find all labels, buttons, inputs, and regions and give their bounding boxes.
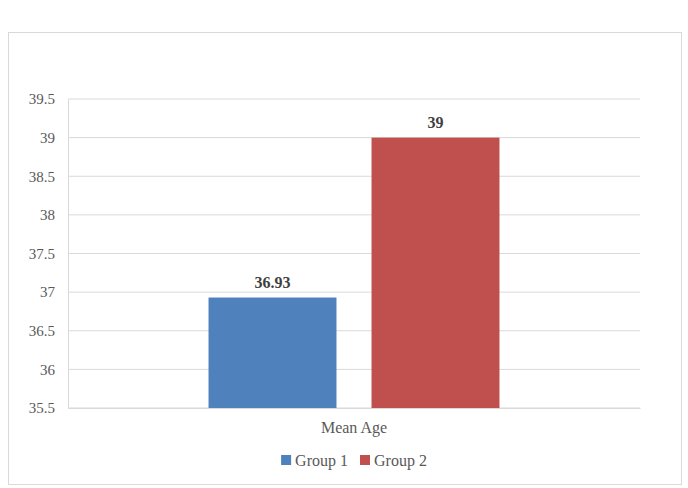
y-tick-label: 38 xyxy=(40,207,55,223)
grid-line xyxy=(68,292,640,293)
y-tick-label: 37.5 xyxy=(29,246,55,262)
legend-label: Group 2 xyxy=(374,452,427,470)
y-tick: 36.5 xyxy=(29,323,68,339)
y-tick: 37 xyxy=(40,284,68,300)
y-tick-label: 36 xyxy=(40,362,56,378)
x-axis-line xyxy=(69,408,641,409)
y-tick: 39 xyxy=(40,130,68,146)
data-label: 36.93 xyxy=(255,274,291,291)
y-tick-label: 39 xyxy=(40,130,55,146)
grid-line xyxy=(68,214,640,215)
chart: 35.5 36 36.5 37 37.5 38 38.5 39 39.5 Mean Age 36.9… xyxy=(0,0,688,488)
bar xyxy=(372,138,500,408)
legend: Group 1 Group 2 xyxy=(281,452,427,470)
legend-item: Group 2 xyxy=(360,452,427,470)
legend-swatch xyxy=(281,455,291,465)
grid xyxy=(68,99,640,408)
legend-swatch xyxy=(360,455,370,465)
y-tick: 39.5 xyxy=(29,91,68,107)
y-tick: 38.5 xyxy=(29,169,68,185)
legend-label: Group 1 xyxy=(295,452,348,470)
chart-frame xyxy=(9,33,682,485)
legend-item: Group 1 xyxy=(281,452,348,470)
y-axis: 35.5 36 36.5 37 37.5 38 38.5 39 39.5 xyxy=(29,91,69,416)
grid-line xyxy=(68,99,640,100)
grid-line xyxy=(68,408,640,409)
y-tick: 38 xyxy=(40,207,68,223)
x-tick-label: Mean Age xyxy=(321,419,387,437)
y-tick-label: 35.5 xyxy=(29,400,55,416)
data-labels: 36.93 39 xyxy=(255,114,444,291)
x-axis: Mean Age xyxy=(69,408,641,437)
grid-line xyxy=(68,176,640,177)
data-label: 39 xyxy=(427,114,443,131)
y-tick-label: 37 xyxy=(40,284,56,300)
grid-line xyxy=(68,253,640,254)
grid-line xyxy=(68,369,640,370)
y-tick: 35.5 xyxy=(29,400,68,416)
y-tick: 36 xyxy=(40,362,68,378)
bar xyxy=(209,298,337,408)
y-axis-line xyxy=(68,100,69,409)
y-tick-label: 38.5 xyxy=(29,169,55,185)
grid-line xyxy=(68,137,640,138)
x-tick: Mean Age xyxy=(321,408,387,437)
y-tick: 37.5 xyxy=(29,246,68,262)
y-tick-label: 36.5 xyxy=(29,323,55,339)
y-tick-label: 39.5 xyxy=(29,91,55,107)
bars xyxy=(209,138,500,408)
grid-line xyxy=(68,330,640,331)
